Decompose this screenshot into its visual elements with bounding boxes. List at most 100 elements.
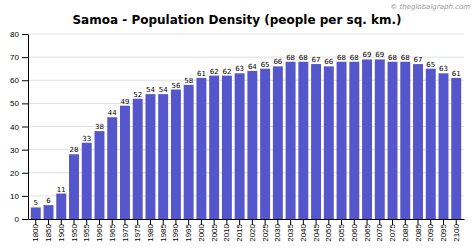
data-label: 66 xyxy=(273,58,282,66)
grid-line xyxy=(28,195,464,196)
data-label: 65 xyxy=(261,61,270,69)
x-tick: 2035 xyxy=(286,219,295,242)
bar xyxy=(196,78,206,219)
grid-line xyxy=(28,103,464,104)
data-label: 61 xyxy=(197,70,206,78)
x-tick: 2050 xyxy=(324,219,333,242)
x-tick-label: 2085 xyxy=(414,223,423,241)
y-tick-mark xyxy=(22,127,28,128)
data-label: 68 xyxy=(286,54,295,62)
x-tick-label: 1850 xyxy=(44,223,53,241)
grid-line xyxy=(28,219,464,220)
annotation: © theglobalgraph.com xyxy=(390,3,470,11)
x-tick: 1900 xyxy=(57,219,66,242)
grid xyxy=(28,34,464,219)
data-labels: 5611283338444952545456586162626364656668… xyxy=(34,51,461,207)
bar xyxy=(362,59,372,219)
x-tick: 2030 xyxy=(273,219,282,242)
bars xyxy=(31,59,461,219)
y-tick: 10 xyxy=(10,192,28,201)
x-tick-label: 1800 xyxy=(31,223,40,241)
y-tick: 0 xyxy=(15,215,28,224)
y-tick-label: 0 xyxy=(15,215,20,224)
x-tick-label: 2100 xyxy=(452,223,461,241)
x-tick-label: 2090 xyxy=(426,223,435,241)
x-tick: 2065 xyxy=(363,219,372,242)
grid-line xyxy=(28,172,464,173)
bar xyxy=(44,205,54,219)
y-tick: 40 xyxy=(10,123,28,132)
x-tick: 2015 xyxy=(235,219,244,242)
y-tick: 60 xyxy=(10,76,28,85)
y-tick-label: 60 xyxy=(10,76,19,85)
x-tick-label: 1965 xyxy=(108,223,117,241)
y-axis: 01020304050607080 xyxy=(10,30,28,224)
y-tick: 80 xyxy=(10,30,28,39)
x-tick-label: 2055 xyxy=(337,223,346,241)
x-tick-label: 2005 xyxy=(210,223,219,241)
x-tick-label: 2095 xyxy=(439,223,448,241)
x-tick-label: 2050 xyxy=(324,223,333,241)
x-tick: 1850 xyxy=(44,219,53,242)
data-label: 68 xyxy=(350,54,359,62)
x-tick: 1965 xyxy=(108,219,117,242)
data-label: 6 xyxy=(46,197,51,205)
bar xyxy=(120,106,130,219)
grid-line xyxy=(28,34,464,35)
bar xyxy=(31,207,41,219)
bar xyxy=(209,76,219,219)
x-tick: 1980 xyxy=(146,219,155,242)
x-tick: 2075 xyxy=(388,219,397,242)
bar xyxy=(69,154,79,219)
x-tick: 1800 xyxy=(31,219,40,242)
x-tick: 1960 xyxy=(95,219,104,242)
bar xyxy=(260,69,270,219)
x-tick-label: 2040 xyxy=(299,223,308,241)
bar xyxy=(337,62,347,219)
data-label: 58 xyxy=(184,77,193,85)
data-label: 54 xyxy=(159,86,168,94)
data-label: 65 xyxy=(426,61,435,69)
y-tick: 50 xyxy=(10,99,28,108)
x-tick-label: 1970 xyxy=(121,223,130,241)
data-label: 69 xyxy=(375,51,384,59)
x-tick-label: 1960 xyxy=(95,223,104,241)
data-label: 68 xyxy=(401,54,410,62)
data-label: 68 xyxy=(337,54,346,62)
data-label: 69 xyxy=(363,51,372,59)
x-tick-label: 2000 xyxy=(197,223,206,241)
x-tick: 2095 xyxy=(439,219,448,242)
y-tick: 30 xyxy=(10,146,28,155)
data-label: 28 xyxy=(70,146,79,154)
x-tick: 2080 xyxy=(401,219,410,242)
bar xyxy=(311,64,321,219)
x-tick-label: 1990 xyxy=(171,223,180,241)
x-tick-label: 2020 xyxy=(248,223,257,241)
y-tick-mark xyxy=(22,196,28,197)
x-tick-label: 1950 xyxy=(70,223,79,241)
y-tick-label: 80 xyxy=(10,30,19,39)
chart: Samoa - Population Density (people per s… xyxy=(0,0,474,249)
x-axis-line xyxy=(29,219,465,220)
x-tick: 1995 xyxy=(184,219,193,242)
bar xyxy=(286,62,296,219)
bar xyxy=(107,117,117,219)
x-axis: 1800185019001950195519601965197019751980… xyxy=(29,219,465,242)
bar xyxy=(375,59,385,219)
x-tick: 2040 xyxy=(299,219,308,242)
x-tick: 2045 xyxy=(312,219,321,242)
bar xyxy=(349,62,359,219)
x-tick-label: 2045 xyxy=(312,223,321,241)
x-tick-label: 1995 xyxy=(184,223,193,241)
y-tick: 20 xyxy=(10,169,28,178)
x-tick-label: 2075 xyxy=(388,223,397,241)
x-tick-label: 2065 xyxy=(363,223,372,241)
bar xyxy=(324,66,334,219)
bar xyxy=(273,66,283,219)
data-label: 56 xyxy=(171,82,180,90)
y-tick-label: 30 xyxy=(10,146,19,155)
x-tick-label: 1900 xyxy=(57,223,66,241)
data-label: 63 xyxy=(439,65,448,73)
bar xyxy=(413,64,423,219)
data-label: 68 xyxy=(299,54,308,62)
